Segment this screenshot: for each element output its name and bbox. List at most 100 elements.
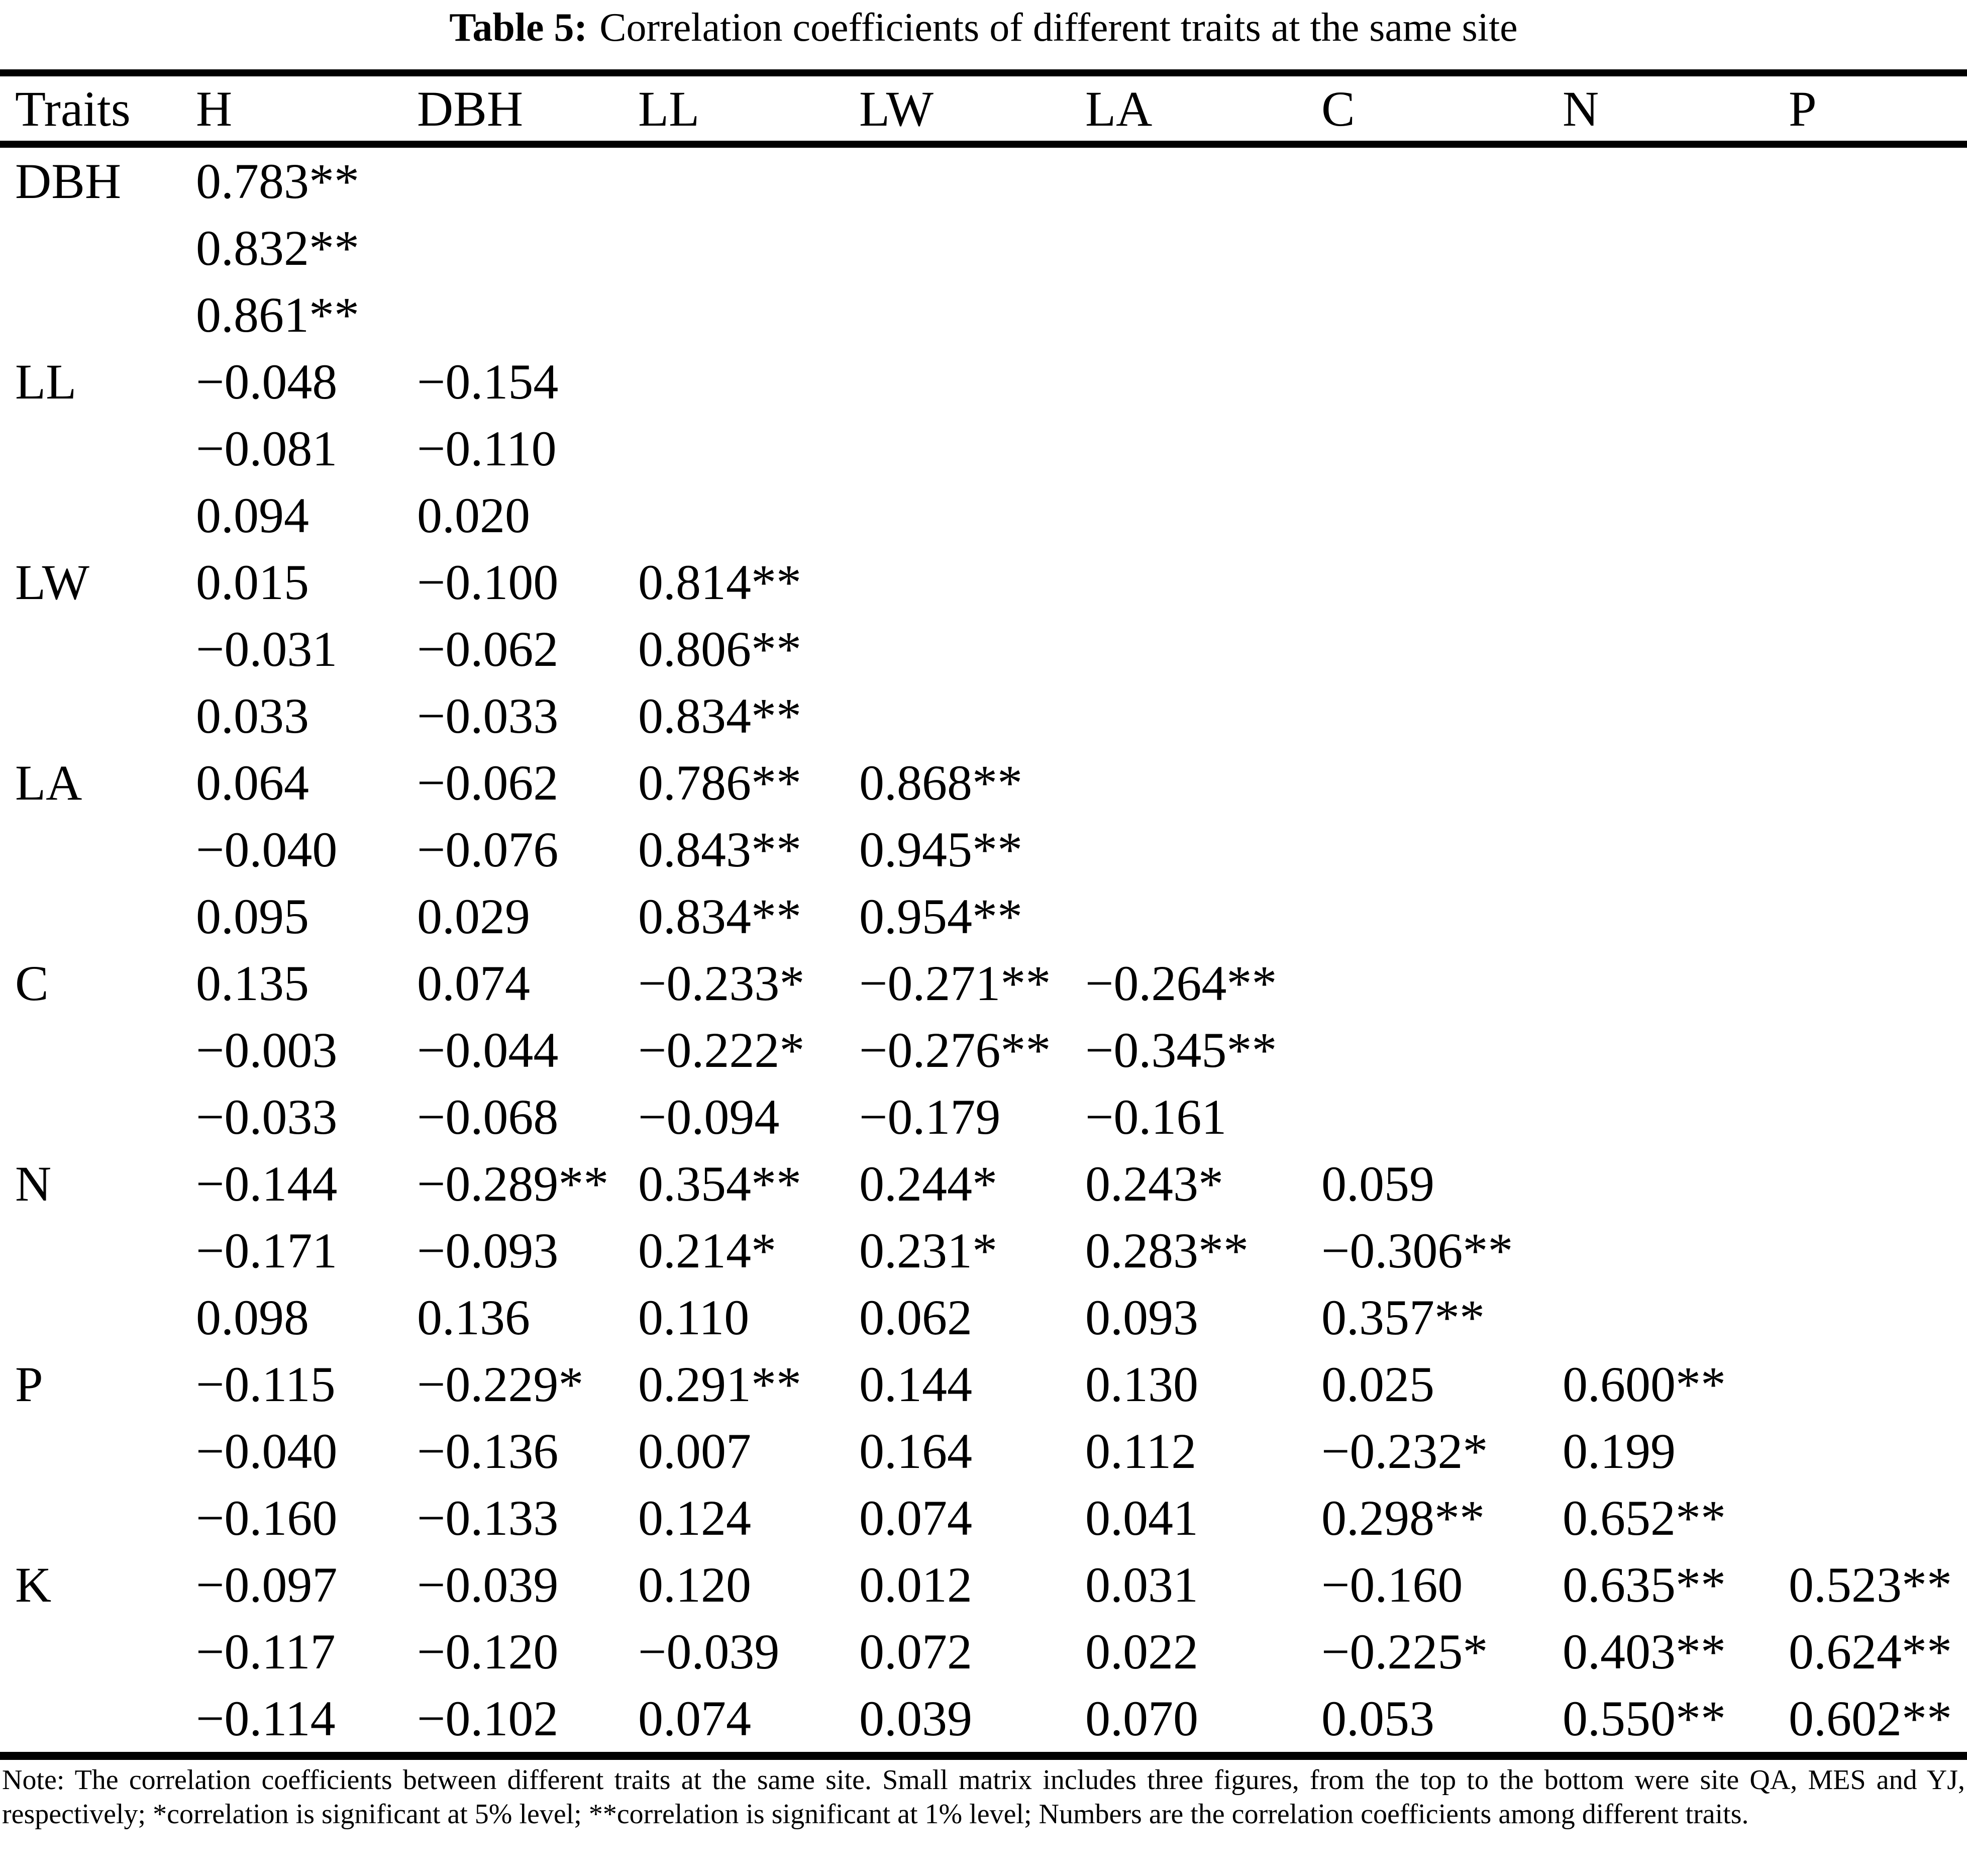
corr-cell <box>1789 1485 1967 1551</box>
corr-cell: −0.040 <box>196 1423 338 1479</box>
corr-cell: −0.114 <box>196 1691 336 1746</box>
corr-cell: −0.039 <box>638 1624 780 1680</box>
table-title-label: Table 5: <box>449 6 588 50</box>
corr-cell: 0.074 <box>859 1490 972 1546</box>
corr-cell <box>638 348 859 415</box>
corr-cell <box>859 215 1085 281</box>
corr-cell: −0.345** <box>1085 1022 1277 1078</box>
corr-cell: 0.015 <box>196 554 309 610</box>
corr-cell: 0.354** <box>638 1156 801 1212</box>
col-header-lw: LW <box>859 73 1085 148</box>
corr-cell <box>1321 816 1563 883</box>
table-row: K −0.097 −0.039 0.120 0.012 0.031 −0.160 0.635*… <box>0 1551 1967 1618</box>
col-header-dbh: DBH <box>417 73 638 148</box>
corr-cell: −0.120 <box>417 1624 559 1680</box>
trait-label-empty <box>0 816 196 883</box>
trait-label-empty <box>0 482 196 549</box>
corr-cell: 0.120 <box>638 1557 751 1613</box>
corr-cell: 0.832** <box>196 220 359 276</box>
corr-cell <box>638 281 859 348</box>
trait-label-empty <box>0 1217 196 1284</box>
corr-cell: 0.806** <box>638 621 801 677</box>
corr-cell <box>859 281 1085 348</box>
table-row: 0.095 0.029 0.834** 0.954** <box>0 883 1967 950</box>
corr-cell <box>1789 215 1967 281</box>
corr-cell: −0.179 <box>859 1089 1001 1145</box>
corr-cell: −0.115 <box>196 1356 336 1412</box>
corr-cell <box>1321 549 1563 616</box>
corr-cell <box>1085 281 1321 348</box>
corr-cell <box>1321 682 1563 749</box>
trait-label: LL <box>15 354 77 410</box>
corr-cell <box>1321 144 1563 215</box>
corr-cell: 0.031 <box>1085 1557 1198 1613</box>
corr-cell <box>1321 215 1563 281</box>
corr-cell: 0.110 <box>638 1290 750 1345</box>
col-header-p: P <box>1789 73 1967 148</box>
corr-cell: −0.160 <box>1321 1557 1463 1613</box>
corr-cell: 0.064 <box>196 755 309 811</box>
corr-cell <box>1085 415 1321 482</box>
corr-cell <box>1321 883 1563 950</box>
corr-cell: −0.160 <box>196 1490 338 1546</box>
table-note: Note: The correlation coefficients betwe… <box>2 1764 1965 1830</box>
trait-label: LW <box>15 554 90 610</box>
table-title: Table 5: Correlation coefficients of diff… <box>0 0 1967 69</box>
corr-cell: −0.171 <box>196 1223 338 1278</box>
corr-cell: 0.070 <box>1085 1691 1198 1746</box>
corr-cell: 0.868** <box>859 755 1022 811</box>
corr-cell <box>1085 883 1321 950</box>
table-row: LA 0.064 −0.062 0.786** 0.868** <box>0 749 1967 816</box>
corr-cell: −0.076 <box>417 822 559 877</box>
corr-cell <box>1085 215 1321 281</box>
corr-cell <box>1563 749 1789 816</box>
corr-cell: 0.602** <box>1789 1691 1952 1746</box>
corr-cell <box>1563 1217 1789 1284</box>
corr-cell <box>1085 144 1321 215</box>
corr-cell: 0.954** <box>859 888 1022 944</box>
corr-cell <box>417 215 638 281</box>
trait-label-empty <box>0 1083 196 1150</box>
corr-cell: −0.154 <box>417 354 559 410</box>
trait-label-empty <box>0 1618 196 1685</box>
corr-cell <box>1321 1017 1563 1083</box>
corr-cell <box>1085 348 1321 415</box>
corr-cell: −0.068 <box>417 1089 559 1145</box>
corr-cell <box>1789 1017 1967 1083</box>
corr-cell <box>1563 1083 1789 1150</box>
corr-cell <box>1563 549 1789 616</box>
corr-cell: 0.144 <box>859 1356 972 1412</box>
corr-cell: 0.062 <box>859 1290 972 1345</box>
corr-cell: 0.039 <box>859 1691 972 1746</box>
corr-cell <box>1789 950 1967 1017</box>
table-row: LW 0.015 −0.100 0.814** <box>0 549 1967 616</box>
corr-cell: −0.040 <box>196 822 338 877</box>
corr-cell: −0.031 <box>196 621 338 677</box>
corr-cell: 0.834** <box>638 688 801 744</box>
table-row: LL −0.048 −0.154 <box>0 348 1967 415</box>
corr-cell: 0.164 <box>859 1423 972 1479</box>
corr-cell: −0.276** <box>859 1022 1051 1078</box>
table-row: 0.832** <box>0 215 1967 281</box>
table-title-text: Correlation coefficients of different tr… <box>599 6 1518 50</box>
corr-cell: −0.033 <box>196 1089 338 1145</box>
corr-cell <box>1789 883 1967 950</box>
corr-cell: 0.025 <box>1321 1356 1434 1412</box>
corr-cell <box>1789 1217 1967 1284</box>
corr-cell <box>1563 1017 1789 1083</box>
corr-cell <box>1789 549 1967 616</box>
table-row: P −0.115 −0.229* 0.291** 0.144 0.130 0.025 0.60… <box>0 1351 1967 1418</box>
corr-cell <box>1563 616 1789 682</box>
corr-cell: −0.233* <box>638 955 805 1011</box>
trait-label: P <box>15 1356 43 1412</box>
corr-cell <box>1789 616 1967 682</box>
corr-cell <box>1321 950 1563 1017</box>
corr-cell: 0.357** <box>1321 1290 1485 1345</box>
trait-label-empty <box>0 1485 196 1551</box>
corr-cell: −0.044 <box>417 1022 559 1078</box>
corr-cell: 0.600** <box>1563 1356 1726 1412</box>
col-header-ll: LL <box>638 73 859 148</box>
corr-cell: 0.135 <box>196 955 309 1011</box>
corr-cell: −0.222* <box>638 1022 805 1078</box>
